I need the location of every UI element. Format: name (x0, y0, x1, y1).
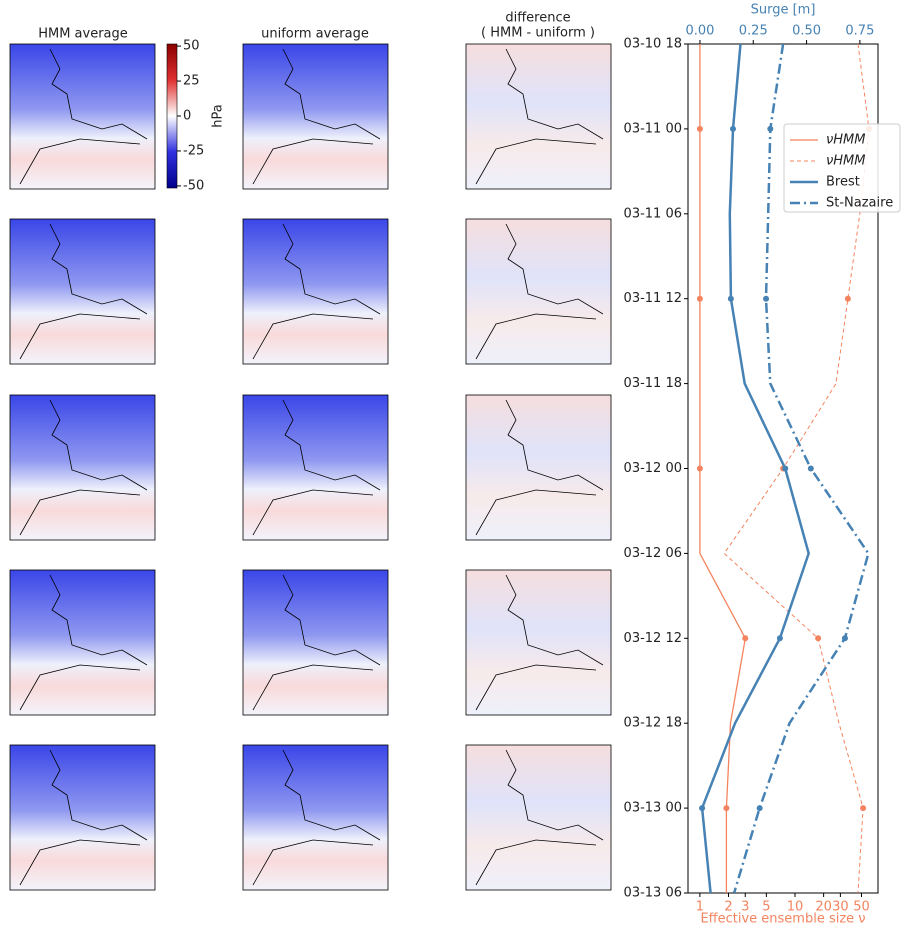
x2-tick-label: 3 (741, 900, 749, 915)
column-title: HMM average (38, 27, 128, 42)
x2-tick-label: 30 (832, 900, 849, 915)
map-panel (242, 394, 389, 541)
x-tick-label: 0.75 (845, 24, 874, 39)
coastline (252, 574, 381, 711)
coastline (19, 223, 148, 360)
map-panel (9, 394, 156, 541)
series-marker (723, 805, 730, 812)
y-tick-label: 03-13 00 (624, 801, 682, 816)
map-panel (242, 218, 389, 365)
coastline (475, 399, 604, 536)
series-marker (860, 805, 867, 812)
coastline (19, 48, 148, 185)
coastline (19, 574, 148, 711)
coastline (19, 399, 148, 536)
series-marker (742, 635, 749, 642)
map-panel (465, 744, 612, 891)
legend-box (783, 123, 901, 213)
coastline (252, 749, 381, 886)
x-tick-label: 0.00 (685, 24, 714, 39)
coastline (475, 749, 604, 886)
series-marker (696, 295, 703, 302)
x2-tick-label: 1 (696, 900, 704, 915)
colorbar-tick-label: -25 (183, 143, 204, 158)
map-panel (465, 218, 612, 365)
colorbar-tick-label: 25 (183, 74, 200, 89)
legend-label: St-Nazaire (826, 196, 893, 211)
legend-label: νHMM (826, 154, 865, 169)
series-marker (776, 635, 783, 642)
coastline (252, 223, 381, 360)
map-panel (9, 744, 156, 891)
series-marker (696, 125, 703, 132)
x2-axis-label: Effective ensemble size ν (700, 912, 865, 927)
map-panel (242, 569, 389, 716)
map-panel (465, 43, 612, 190)
series-line (699, 44, 746, 893)
series-marker (807, 465, 814, 472)
series-marker (699, 805, 706, 812)
coastline (252, 48, 381, 185)
legend-label: Brest (826, 175, 860, 190)
x2-tick-label: 10 (787, 900, 804, 915)
colorbar-tick-label: 0 (183, 109, 191, 124)
colorbar-label: hPa (211, 104, 226, 127)
coastline (252, 399, 381, 536)
series-marker (729, 125, 736, 132)
coastline (475, 48, 604, 185)
series-marker (767, 125, 774, 132)
y-tick-label: 03-11 06 (624, 206, 682, 221)
y-tick-label: 03-12 00 (624, 461, 682, 476)
coastline (475, 223, 604, 360)
y-tick-label: 03-11 00 (624, 121, 682, 136)
map-panel (465, 394, 612, 541)
series-marker (696, 465, 703, 472)
x2-tick-label: 20 (815, 900, 832, 915)
y-tick-label: 03-12 06 (624, 546, 682, 561)
series-marker (782, 465, 789, 472)
series-marker (815, 635, 822, 642)
series-marker (763, 295, 770, 302)
series-marker (756, 805, 763, 812)
colorbar (166, 43, 178, 189)
legend-label: νHMM (826, 133, 865, 148)
x2-tick-label: 5 (762, 900, 770, 915)
x2-tick-label: 2 (724, 900, 732, 915)
x2-tick-label: 50 (853, 900, 870, 915)
map-panel (242, 744, 389, 891)
coastline (475, 574, 604, 711)
series-marker (727, 295, 734, 302)
y-tick-label: 03-11 12 (624, 291, 682, 306)
x-tick-label: 0.25 (739, 24, 768, 39)
colorbar-tick-label: -50 (183, 178, 204, 193)
x-axis-label: Surge [m] (751, 3, 816, 18)
series-marker (844, 295, 851, 302)
column-title: ( HMM - uniform ) (481, 26, 595, 41)
y-tick-label: 03-13 06 (624, 886, 682, 901)
map-panel (242, 43, 389, 190)
column-title: difference (505, 11, 570, 26)
y-tick-label: 03-10 18 (624, 37, 682, 52)
map-panel (9, 218, 156, 365)
y-tick-label: 03-12 18 (624, 716, 682, 731)
x-tick-label: 0.50 (792, 24, 821, 39)
map-panel (465, 569, 612, 716)
colorbar-tick-label: 50 (183, 39, 200, 54)
column-title: uniform average (261, 27, 369, 42)
series-marker (841, 635, 848, 642)
y-tick-label: 03-11 18 (624, 376, 682, 391)
map-panel (9, 43, 156, 190)
y-tick-label: 03-12 12 (624, 631, 682, 646)
map-panel (9, 569, 156, 716)
coastline (19, 749, 148, 886)
